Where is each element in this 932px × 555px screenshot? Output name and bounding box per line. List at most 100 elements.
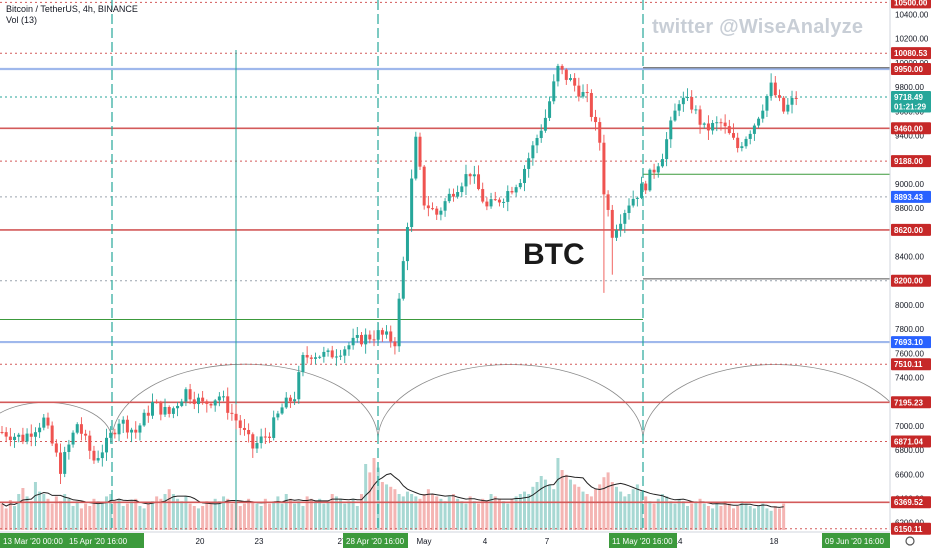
volume-bar	[777, 508, 781, 530]
volume-bar	[719, 506, 723, 530]
volume-bar	[192, 506, 196, 530]
volume-bar	[627, 494, 631, 530]
time-highlight-box	[66, 533, 144, 548]
volume-bar	[355, 506, 359, 530]
volume-bar	[54, 496, 58, 530]
candle-body	[656, 166, 660, 173]
candle-body	[677, 104, 681, 111]
candle-body	[17, 434, 21, 437]
volume-bar	[297, 501, 301, 530]
volume-bar	[581, 491, 585, 530]
candle-body	[447, 193, 451, 202]
author-watermark: twitter @WiseAnalyze	[652, 16, 864, 38]
candle-body	[217, 396, 221, 401]
volume-bar	[610, 482, 614, 530]
gear-icon[interactable]	[905, 536, 915, 546]
volume-bar	[744, 503, 748, 530]
candle-body	[113, 432, 117, 435]
candle-body	[263, 436, 267, 438]
price-axis: 10400.0010200.0010000.009800.009600.0094…	[889, 0, 932, 550]
volume-bar	[782, 503, 786, 530]
time-highlight-text: 28 Apr '20 16:00	[346, 537, 405, 546]
candle-body	[573, 78, 577, 86]
price-label-text: 9460.00	[894, 124, 923, 133]
volume-bar	[556, 458, 560, 530]
candle-body	[138, 425, 142, 433]
price-label-box	[891, 396, 931, 409]
price-tick-label: 8800.00	[895, 204, 924, 213]
volume-bar	[351, 498, 355, 530]
price-tick-label: 8000.00	[895, 301, 924, 310]
candle-body	[606, 194, 610, 210]
candle-body	[790, 97, 794, 105]
candle-body	[556, 65, 560, 82]
volume-bar	[13, 506, 17, 530]
price-label-box	[891, 122, 931, 135]
price-label-text: 8200.00	[894, 277, 923, 286]
volume-bar	[506, 503, 510, 530]
candle-body	[71, 432, 75, 445]
price-label-box	[891, 358, 931, 371]
candle-body	[276, 413, 280, 418]
volume-bar	[201, 506, 205, 530]
volume-bar	[255, 503, 259, 530]
price-label-box	[891, 100, 931, 113]
price-tick-label: 7400.00	[895, 374, 924, 383]
volume-bar	[585, 494, 589, 530]
time-tick-label: 7	[545, 537, 550, 546]
candle-body	[786, 104, 790, 112]
candle-body	[75, 424, 79, 433]
volume-bar	[146, 503, 150, 530]
candle-body	[393, 341, 397, 347]
candle-body	[640, 183, 644, 198]
symbol-title[interactable]: Bitcoin / TetherUS, 4h, BINANCE	[6, 4, 138, 14]
candle-body	[727, 126, 731, 134]
candles-layer	[0, 63, 798, 485]
candle-body	[443, 201, 447, 211]
price-label-text: 7195.23	[894, 398, 923, 407]
volume-bar	[176, 498, 180, 530]
candle-body	[268, 436, 272, 438]
time-tick-label: 4	[483, 537, 488, 546]
time-highlight-text: 11 May '20 16:00	[612, 537, 673, 546]
volume-bar	[196, 508, 200, 530]
volume-bar	[631, 489, 635, 530]
volume-bar	[502, 501, 506, 530]
volume-bar	[293, 503, 297, 530]
candle-body	[435, 208, 439, 215]
plot-background	[0, 0, 890, 530]
candle-body	[125, 419, 129, 433]
volume-bar	[527, 494, 531, 530]
candle-body	[105, 437, 108, 453]
candle-body	[159, 402, 163, 415]
price-label-box	[891, 435, 931, 448]
candle-body	[518, 183, 522, 188]
volume-bar	[109, 494, 113, 530]
candle-body	[372, 339, 376, 341]
candle-body	[773, 82, 777, 96]
volume-bar	[330, 494, 334, 530]
candle-body	[769, 82, 773, 97]
volume-bar	[314, 501, 317, 530]
volume-layer	[0, 458, 786, 530]
candle-body	[0, 431, 4, 433]
volume-bar	[694, 501, 698, 530]
volume-bar	[635, 484, 639, 530]
candle-body	[117, 423, 121, 435]
volume-bar	[343, 503, 347, 530]
volume-bar	[67, 498, 71, 530]
volume-bar	[209, 503, 213, 530]
volume-bar	[589, 496, 593, 530]
volume-bar	[105, 496, 108, 530]
candle-body	[364, 334, 368, 345]
volume-bar	[493, 496, 497, 530]
volume-bar	[372, 458, 376, 530]
volume-indicator-label[interactable]: Vol (13)	[6, 15, 38, 25]
volume-bar	[117, 498, 121, 530]
candle-body	[343, 349, 347, 356]
volume-bar	[63, 494, 67, 530]
volume-bar	[213, 498, 217, 530]
volume-bar	[706, 506, 710, 530]
